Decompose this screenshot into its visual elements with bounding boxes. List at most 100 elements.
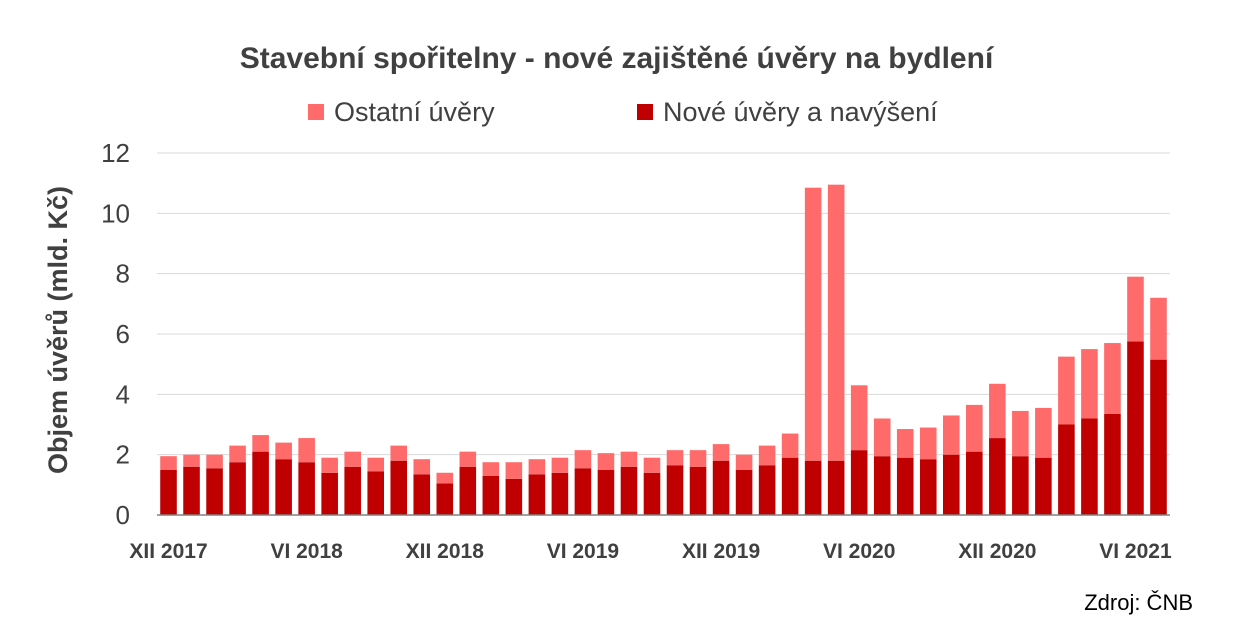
- y-tick-label: 2: [116, 440, 130, 470]
- legend-swatch-new: [637, 104, 653, 120]
- bar-other: [850, 385, 868, 451]
- bar-other: [666, 450, 684, 466]
- y-tick-label: 0: [116, 500, 130, 530]
- bar-other: [896, 429, 914, 458]
- bar-other: [643, 457, 661, 473]
- bar-new: [1127, 341, 1144, 515]
- bar-new: [505, 478, 523, 515]
- bar-new: [966, 451, 983, 515]
- bar-new: [160, 469, 177, 515]
- bar-new: [919, 459, 937, 515]
- x-tick-label: XII 2018: [406, 540, 485, 563]
- bar-other: [735, 454, 753, 470]
- bar-new: [1035, 457, 1052, 515]
- bar-other: [689, 450, 707, 467]
- bar-new: [1081, 418, 1098, 515]
- legend-item-new: Nové úvěry a navýšení: [637, 96, 938, 128]
- bar-other: [827, 184, 845, 461]
- bar-other: [989, 383, 1006, 439]
- bar-other: [942, 415, 960, 455]
- bar-other: [321, 457, 338, 473]
- bar-other: [551, 457, 569, 473]
- bar-other: [574, 450, 592, 469]
- x-tick-label: VI 2020: [823, 540, 895, 563]
- bar-other: [1104, 343, 1121, 414]
- chart-title: Stavební spořitelny - nové zajištěné úvě…: [239, 42, 994, 75]
- bar-new: [689, 466, 707, 515]
- bar-other: [459, 451, 477, 467]
- y-tick-label: 12: [101, 138, 130, 168]
- bar-new: [781, 457, 799, 515]
- bar-new: [459, 466, 477, 515]
- bar-other: [804, 187, 822, 461]
- legend-label-new: Nové úvěry a navýšení: [663, 96, 938, 127]
- bar-other: [781, 433, 799, 458]
- y-tick-label: 10: [101, 198, 130, 228]
- bar-other: [229, 445, 246, 463]
- y-axis-label: Objem úvěrů (mld. Kč): [43, 186, 73, 474]
- bar-new: [827, 460, 845, 515]
- bar-new: [436, 483, 454, 515]
- legend-swatch-other: [308, 104, 324, 120]
- bar-other: [390, 445, 408, 461]
- y-tick-label: 8: [116, 259, 130, 289]
- bar-other: [1012, 410, 1029, 457]
- bar-new: [804, 460, 822, 515]
- x-tick-label: VI 2021: [1099, 540, 1172, 563]
- x-tick-label: XII 2017: [129, 540, 207, 563]
- bar-new: [666, 465, 684, 515]
- x-tick-label: VI 2018: [270, 540, 343, 563]
- bar-other: [873, 418, 891, 457]
- bar-new: [275, 459, 292, 515]
- source-note: Zdroj: ČNB: [1084, 590, 1193, 615]
- bar-new: [1012, 456, 1029, 515]
- x-tick-label: VI 2019: [547, 540, 619, 563]
- bar-new: [1104, 413, 1121, 515]
- bar-other: [919, 427, 937, 460]
- bar-new: [712, 460, 730, 515]
- bar-other: [183, 454, 200, 467]
- bar-new: [1058, 424, 1075, 515]
- bar-other: [482, 462, 500, 476]
- bar-new: [1150, 359, 1167, 515]
- bar-new: [413, 474, 431, 515]
- bar-new: [344, 466, 361, 515]
- bar-other: [620, 451, 638, 467]
- bar-new: [206, 468, 223, 515]
- bar-new: [989, 438, 1006, 515]
- bar-other: [206, 454, 223, 469]
- bar-new: [873, 456, 891, 515]
- bar-other: [367, 457, 385, 472]
- bar-new: [183, 466, 200, 515]
- bar-other: [758, 445, 776, 466]
- x-tick-label: XII 2020: [958, 540, 1036, 563]
- bar-other: [298, 438, 315, 463]
- bar-other: [1081, 349, 1098, 419]
- legend-item-other: Ostatní úvěry: [308, 96, 495, 128]
- bar-new: [367, 471, 385, 515]
- bar-other: [160, 456, 177, 470]
- bar-new: [252, 451, 269, 515]
- bar-new: [298, 462, 315, 515]
- bar-new: [321, 472, 338, 515]
- y-tick-label: 4: [116, 379, 130, 409]
- bar-other: [966, 404, 983, 452]
- x-tick-label: XII 2019: [682, 540, 760, 563]
- bar-other: [712, 444, 730, 461]
- bar-other: [1150, 297, 1167, 360]
- bar-new: [942, 454, 960, 515]
- bar-new: [735, 469, 753, 515]
- bar-new: [528, 474, 546, 515]
- bar-other: [413, 459, 431, 475]
- bar-other: [505, 462, 523, 479]
- bar-new: [551, 472, 569, 515]
- bar-new: [758, 465, 776, 515]
- bar-other: [344, 451, 361, 467]
- bar-new: [390, 460, 408, 515]
- bar-new: [850, 450, 868, 515]
- bar-other: [275, 442, 292, 460]
- bar-other: [1035, 407, 1052, 458]
- bar-new: [574, 468, 592, 515]
